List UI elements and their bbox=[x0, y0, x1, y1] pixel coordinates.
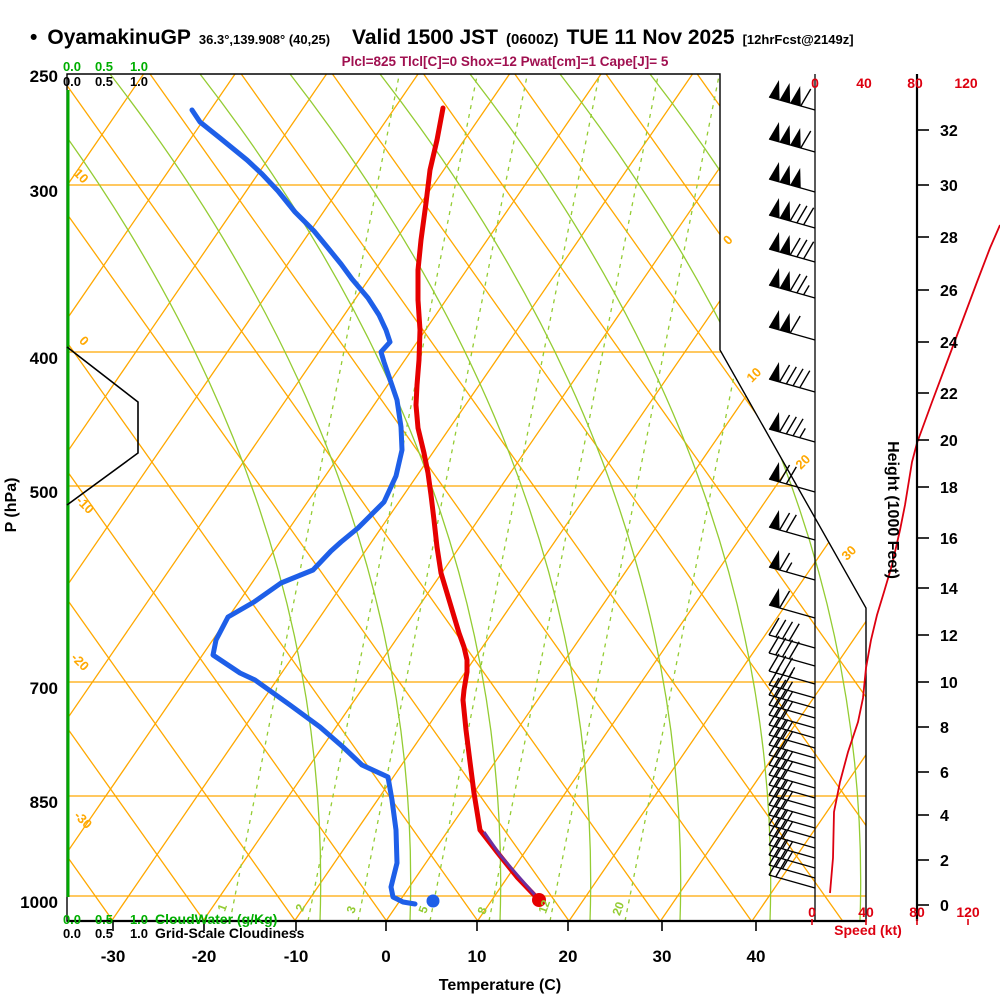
svg-text:0: 0 bbox=[720, 232, 736, 248]
sounding-indices: Plcl=825 Tlcl[C]=0 Shox=12 Pwat[cm]=1 Ca… bbox=[341, 54, 669, 69]
svg-text:1.0: 1.0 bbox=[130, 74, 148, 89]
svg-text:-20: -20 bbox=[68, 650, 92, 674]
svg-text:0.0: 0.0 bbox=[63, 926, 81, 941]
dewpoint-curve bbox=[189, 107, 418, 907]
svg-text:P (hPa): P (hPa) bbox=[3, 478, 20, 533]
svg-text:4: 4 bbox=[940, 808, 949, 825]
parcel-curve bbox=[482, 831, 537, 896]
svg-text:28: 28 bbox=[940, 230, 958, 247]
svg-text:3: 3 bbox=[344, 904, 360, 915]
grid-scale-cloudiness-profile bbox=[66, 346, 139, 506]
svg-text:14: 14 bbox=[940, 581, 958, 598]
svg-text:30: 30 bbox=[838, 542, 859, 563]
svg-text:250: 250 bbox=[30, 67, 58, 86]
chart-header: • OyamakinuGP 36.3°,139.908° (40,25) Val… bbox=[30, 26, 854, 50]
svg-text:40: 40 bbox=[747, 947, 766, 966]
svg-text:0: 0 bbox=[808, 904, 816, 920]
svg-text:8: 8 bbox=[475, 905, 491, 916]
svg-text:0: 0 bbox=[381, 947, 390, 966]
svg-text:16: 16 bbox=[940, 531, 958, 548]
svg-text:Height (1000 Feet): Height (1000 Feet) bbox=[884, 441, 901, 579]
svg-text:0.5: 0.5 bbox=[95, 926, 113, 941]
svg-text:10: 10 bbox=[743, 364, 764, 385]
svg-text:0: 0 bbox=[940, 898, 949, 915]
svg-text:Temperature (C): Temperature (C) bbox=[439, 977, 561, 994]
svg-text:32: 32 bbox=[940, 123, 958, 140]
svg-text:30: 30 bbox=[940, 178, 958, 195]
station-coords: 36.3°,139.908° (40,25) bbox=[198, 32, 331, 47]
svg-text:1.0: 1.0 bbox=[130, 926, 148, 941]
temperature-curve bbox=[413, 105, 542, 903]
svg-text:CloudWater (g/Kg): CloudWater (g/Kg) bbox=[155, 911, 277, 927]
svg-text:6: 6 bbox=[940, 765, 949, 782]
skewt-background bbox=[67, 74, 866, 921]
top-scales: 0.00.0 0.50.5 1.01.0 bbox=[63, 59, 148, 89]
station-name: OyamakinuGP bbox=[47, 26, 191, 49]
svg-text:120: 120 bbox=[954, 75, 978, 91]
svg-text:20: 20 bbox=[609, 900, 627, 918]
svg-text:2: 2 bbox=[940, 853, 949, 870]
svg-text:12: 12 bbox=[535, 898, 553, 916]
svg-text:40: 40 bbox=[858, 904, 874, 920]
svg-text:850: 850 bbox=[30, 793, 58, 812]
svg-text:80: 80 bbox=[907, 75, 923, 91]
wind-barbs bbox=[768, 74, 816, 921]
valid-time-utc: (0600Z) bbox=[505, 31, 559, 48]
pressure-axis: 250 300 400 500 700 850 1000 P (hPa) bbox=[3, 67, 58, 912]
svg-text:0.0: 0.0 bbox=[63, 74, 81, 89]
svg-text:-30: -30 bbox=[71, 808, 95, 832]
svg-text:40: 40 bbox=[856, 75, 872, 91]
svg-text:80: 80 bbox=[909, 904, 925, 920]
svg-text:1.0: 1.0 bbox=[130, 912, 148, 927]
svg-text:22: 22 bbox=[940, 386, 958, 403]
svg-text:1: 1 bbox=[215, 902, 231, 913]
svg-text:18: 18 bbox=[940, 480, 958, 497]
svg-text:26: 26 bbox=[940, 283, 958, 300]
svg-text:400: 400 bbox=[30, 349, 58, 368]
svg-text:-10: -10 bbox=[73, 493, 97, 517]
svg-text:10: 10 bbox=[940, 675, 958, 692]
svg-text:5: 5 bbox=[416, 904, 432, 915]
svg-text:120: 120 bbox=[956, 904, 980, 920]
svg-text:700: 700 bbox=[30, 679, 58, 698]
svg-text:0: 0 bbox=[76, 333, 92, 349]
bottom-scales: 0.00.0 0.50.5 1.01.0 CloudWater (g/Kg)Grid-… bbox=[63, 911, 305, 941]
svg-text:8: 8 bbox=[940, 720, 949, 737]
svg-text:0.5: 0.5 bbox=[95, 912, 113, 927]
svg-text:500: 500 bbox=[30, 483, 58, 502]
svg-text:0.0: 0.0 bbox=[63, 59, 81, 74]
svg-text:0.5: 0.5 bbox=[95, 74, 113, 89]
svg-text:30: 30 bbox=[653, 947, 672, 966]
svg-text:12: 12 bbox=[940, 628, 958, 645]
svg-text:24: 24 bbox=[940, 335, 958, 352]
svg-text:-30: -30 bbox=[101, 947, 126, 966]
wind-speed-curve bbox=[829, 224, 1000, 894]
svg-text:20: 20 bbox=[559, 947, 578, 966]
valid-date: TUE 11 Nov 2025 bbox=[566, 26, 735, 49]
svg-text:0: 0 bbox=[811, 75, 819, 91]
station-bullet-icon: • bbox=[30, 26, 38, 49]
svg-text:300: 300 bbox=[30, 182, 58, 201]
svg-text:-20: -20 bbox=[192, 947, 217, 966]
surface-dots bbox=[426, 893, 546, 908]
plot-frame bbox=[66, 73, 867, 923]
svg-text:Speed (kt): Speed (kt) bbox=[834, 922, 902, 938]
svg-text:1.0: 1.0 bbox=[130, 59, 148, 74]
forecast-tag: [12hrFcst@2149z] bbox=[742, 32, 854, 47]
temperature-axis: -30 -20 -10 0 10 20 30 40 Temperature (C) bbox=[101, 921, 766, 994]
svg-text:0.0: 0.0 bbox=[63, 912, 81, 927]
svg-text:2: 2 bbox=[293, 902, 309, 913]
svg-text:-10: -10 bbox=[284, 947, 309, 966]
svg-text:0.5: 0.5 bbox=[95, 59, 113, 74]
svg-text:Grid-Scale Cloudiness: Grid-Scale Cloudiness bbox=[155, 925, 305, 941]
svg-text:20: 20 bbox=[940, 433, 958, 450]
svg-text:10: 10 bbox=[468, 947, 487, 966]
svg-text:1000: 1000 bbox=[20, 893, 58, 912]
valid-time: Valid 1500 JST bbox=[352, 26, 498, 49]
